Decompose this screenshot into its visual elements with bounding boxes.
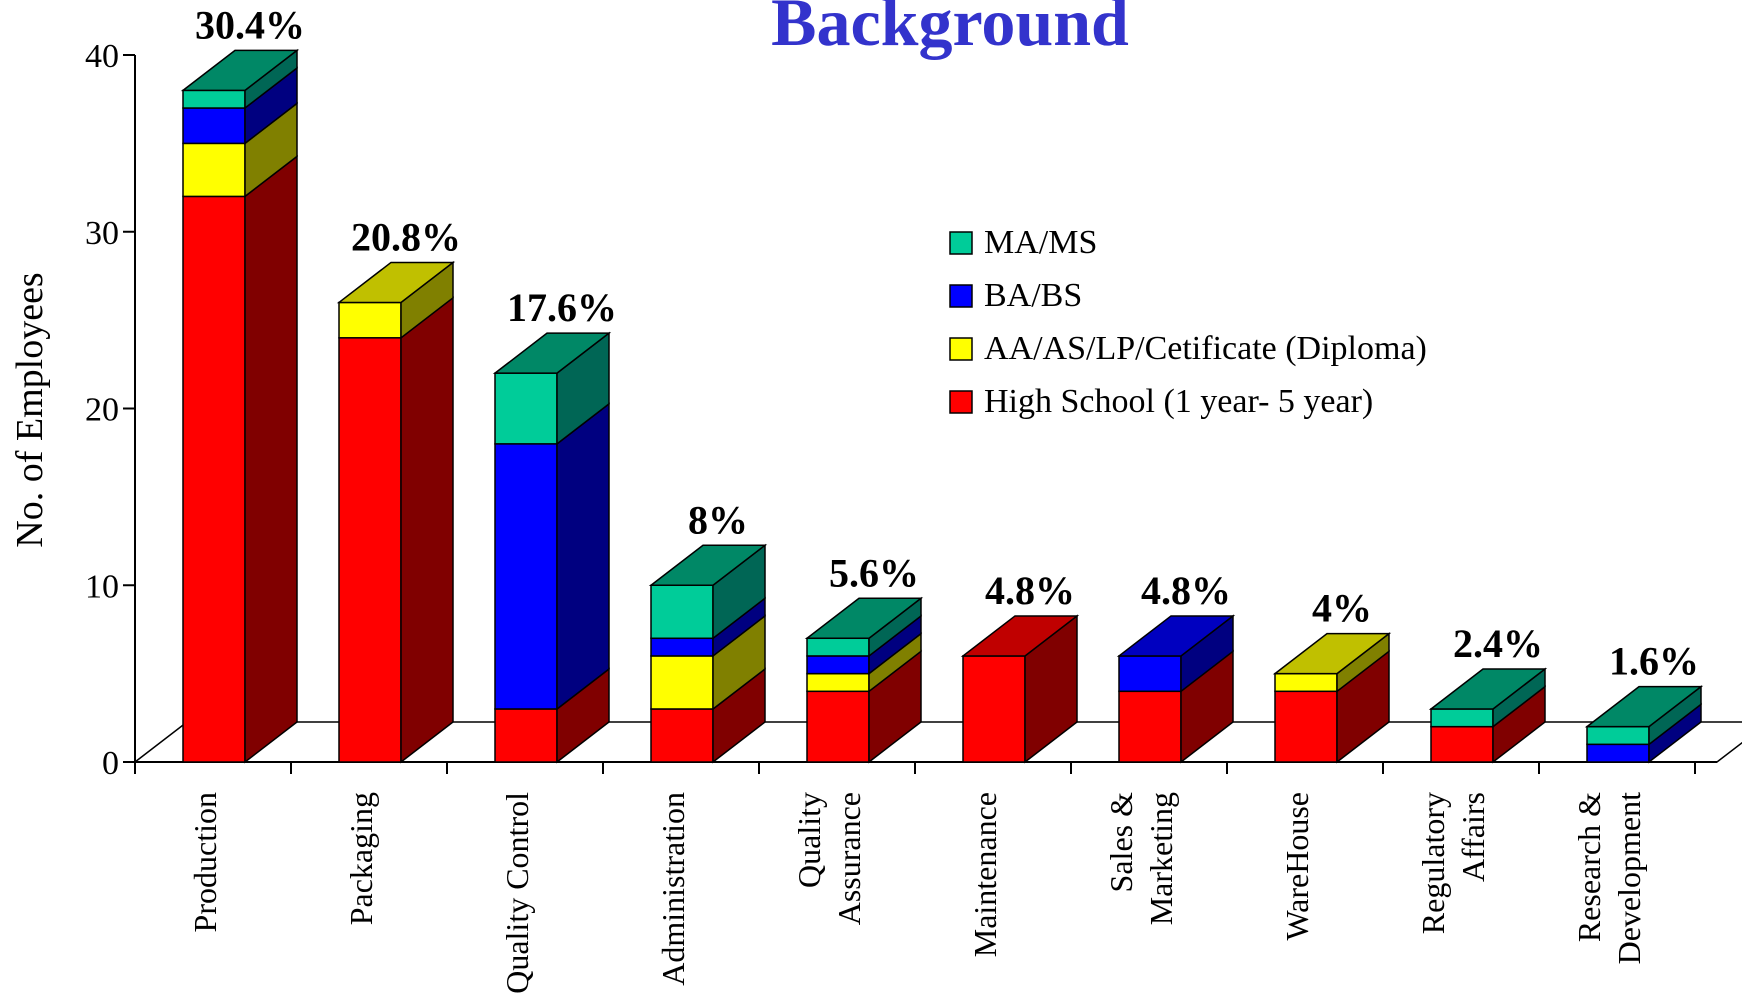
legend-label-high-school-1-year-5-year: High School (1 year- 5 year) (984, 383, 1373, 420)
percent-label: 1.6% (1609, 639, 1699, 684)
category-label-line: Quality Control (499, 792, 535, 994)
bar-quality-assurance-ba-bs (806, 655, 870, 675)
bar-research-development-ba-bs (1586, 743, 1650, 763)
bar-administration-ma-ms (650, 584, 714, 640)
percent-label: 5.6% (829, 550, 919, 595)
bar-quality-assurance-high-school-1-year-5-year (806, 690, 870, 763)
bar-warehouse-high-school-1-year-5-year (1274, 690, 1338, 763)
bar-top-production (180, 49, 300, 92)
category-label-line: Sales & (1103, 792, 1139, 893)
category-label-line: Marketing (1143, 792, 1179, 925)
category-label: Quality Assurance (791, 792, 867, 925)
category-label-line: Production (187, 792, 223, 932)
bar-production-ma-ms (182, 89, 246, 109)
percent-label: 8% (688, 497, 748, 542)
bar-quality-assurance-aa-as-lp-cetificate-diploma (806, 672, 870, 693)
bar-quality-control-ma-ms (494, 372, 558, 445)
bar-side-packaging-high-school-1-year-5-year (400, 296, 454, 764)
category-label-line: Regulatory (1415, 792, 1451, 934)
percent-label: 4.8% (985, 568, 1075, 613)
category-label: Administration (655, 792, 691, 986)
legend-swatch-aa-as-lp-cetificate-diploma (949, 337, 973, 361)
y-axis-label: No. of Employees (9, 272, 51, 547)
category-label: Regulatory Affairs (1415, 792, 1491, 934)
category-label-line: Development (1611, 792, 1647, 965)
bar-production-high-school-1-year-5-year (182, 195, 246, 763)
legend-swatch-ba-bs (949, 284, 973, 308)
bar-top-quality-assurance (804, 597, 924, 640)
bar-regulatory-affairs-high-school-1-year-5-year (1430, 725, 1494, 763)
percent-label: 2.4% (1453, 621, 1543, 666)
bar-research-development-ma-ms (1586, 725, 1650, 746)
y-tick-label: 20 (85, 392, 119, 429)
percent-label: 4.8% (1141, 568, 1231, 613)
category-label-line: Affairs (1455, 792, 1491, 882)
category-label: Production (187, 792, 223, 932)
bar-sales-marketing-ba-bs (1118, 655, 1182, 693)
category-label-line: Maintenance (967, 792, 1003, 957)
bar-packaging-aa-as-lp-cetificate-diploma (338, 301, 402, 339)
y-tick-label: 0 (102, 745, 119, 782)
chart-title: Background (771, 0, 1129, 60)
bar-production-aa-as-lp-cetificate-diploma (182, 142, 246, 198)
data-labels: 30.4% Production 20.8% Packaging 17.6% Qualit… (187, 2, 1699, 993)
category-label: Sales & Marketing (1103, 792, 1179, 925)
bar-regulatory-affairs-ma-ms (1430, 708, 1494, 728)
bar-top-regulatory-affairs (1428, 668, 1548, 710)
legend-label-ba-bs: BA/BS (984, 277, 1082, 314)
bar-packaging-high-school-1-year-5-year (338, 337, 402, 763)
category-label: Quality Control (499, 792, 535, 994)
legend-swatch-ma-ms (949, 231, 973, 255)
percent-label: 20.8% (351, 214, 461, 259)
bar-administration-high-school-1-year-5-year (650, 708, 714, 763)
legend-label-aa-as-lp-cetificate-diploma: AA/AS/LP/Cetificate (Diploma) (984, 330, 1427, 367)
bar-top-warehouse (1272, 632, 1392, 675)
bar-top-quality-control (492, 332, 612, 374)
y-tick-label: 40 (85, 38, 119, 75)
bar-top-research-development (1584, 685, 1704, 728)
percent-label: 30.4% (195, 2, 305, 47)
bar-series (180, 48, 1704, 764)
bar-warehouse-aa-as-lp-cetificate-diploma (1274, 672, 1338, 693)
bar-quality-assurance-ma-ms (806, 637, 870, 657)
y-tick-label: 10 (85, 568, 119, 605)
bar-quality-control-high-school-1-year-5-year (494, 708, 558, 763)
bar-top-maintenance (960, 615, 1080, 657)
percent-label: 17.6% (507, 285, 617, 330)
bar-production-ba-bs (182, 107, 246, 145)
bar-top-administration (648, 544, 768, 586)
bar-administration-ba-bs (650, 637, 714, 657)
legend-swatch-high-school-1-year-5-year (949, 390, 973, 414)
category-label-line: Research & (1571, 792, 1607, 942)
bar-side-production-high-school-1-year-5-year (244, 154, 298, 764)
category-label: WareHouse (1279, 792, 1315, 940)
percent-label: 4% (1312, 586, 1372, 631)
bar-administration-aa-as-lp-cetificate-diploma (650, 655, 714, 710)
y-tick-label: 30 (85, 215, 119, 252)
bar-maintenance-high-school-1-year-5-year (962, 655, 1026, 763)
bar-top-packaging (336, 261, 456, 304)
category-label-line: Assurance (831, 792, 867, 925)
category-label: Packaging (343, 792, 379, 925)
bar-sales-marketing-high-school-1-year-5-year (1118, 690, 1182, 763)
bar-quality-control-ba-bs (494, 443, 558, 710)
chart-legend: MA/MS BA/BS AA/AS/LP/Cetificate (Diploma) H… (949, 224, 1427, 420)
category-label-line: Quality (791, 792, 827, 888)
bar-top-sales-marketing (1116, 615, 1236, 657)
category-label-line: Packaging (343, 792, 379, 925)
legend-label-ma-ms: MA/MS (984, 224, 1097, 261)
category-label: Maintenance (967, 792, 1003, 957)
bar-side-quality-control-ba-bs (556, 402, 610, 711)
category-label-line: WareHouse (1279, 792, 1315, 940)
category-label-line: Administration (655, 792, 691, 986)
category-label: Research & Development (1571, 792, 1647, 965)
